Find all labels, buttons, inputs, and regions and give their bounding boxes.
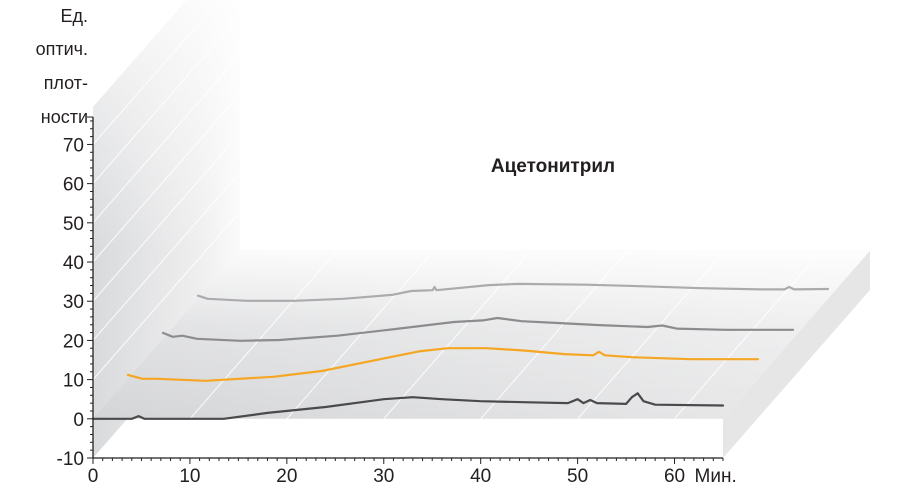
grid-line-y-40 [92, 93, 241, 263]
grid-line-y-50 [92, 54, 241, 224]
end-wall [723, 250, 870, 458]
y-axis-label-line-1: Ед. [60, 6, 88, 26]
grid-line-x-50 [577, 250, 725, 420]
y-tick-label-50: 50 [63, 214, 84, 235]
x-tick-label-50: 50 [567, 466, 588, 484]
y-tick-label-30: 30 [63, 292, 84, 313]
grid-line-y-60 [92, 15, 241, 184]
grid-line-y-70 [92, 0, 221, 145]
x-axis-unit: Мин. [695, 466, 737, 484]
grid-line-x-40 [480, 250, 629, 420]
x-tick-label-60: 60 [664, 466, 685, 484]
side-wall-fade [93, 0, 240, 458]
grid-line-x-30 [383, 250, 532, 420]
y-tick-label-60: 60 [63, 175, 84, 196]
plot-background [93, 0, 870, 458]
grid-line-x-60 [674, 250, 822, 420]
y-tick-label-20: 20 [63, 331, 84, 352]
y-axis-label-line-4: ности [41, 107, 88, 127]
y-axis-label-line-3: плот- [44, 73, 88, 93]
series-line-2 [126, 347, 760, 382]
grid-line-y-20 [92, 172, 241, 341]
y-tick-label-10: 10 [63, 371, 84, 392]
x-tick-label-0: 0 [88, 466, 99, 484]
series-group [91, 282, 830, 420]
grid-line-y-10 [92, 211, 241, 380]
x-tick-label-30: 30 [373, 466, 394, 484]
series-line-3 [161, 316, 795, 342]
chart-title: Ацетонитрил [491, 156, 615, 177]
y-tick-label-70: 70 [63, 135, 84, 156]
grid-lines [92, 0, 822, 420]
series-line-1 [91, 392, 725, 420]
grid-line-x-10 [189, 250, 338, 420]
y-axis-label-line-2: оптич. [36, 39, 88, 59]
x-tick-label-20: 20 [276, 466, 297, 484]
x-tick-label-10: 10 [179, 466, 200, 484]
axes [87, 116, 724, 464]
series-line-4 [196, 282, 830, 302]
y-tick-label-0: 0 [73, 410, 84, 431]
grid-line-x-20 [286, 250, 435, 420]
x-tick-label-40: 40 [470, 466, 491, 484]
grid-line-y-30 [92, 132, 241, 302]
floor-plane-fade [93, 250, 870, 419]
y-tick-label-40: 40 [63, 253, 84, 274]
y-tick-label--10: -10 [57, 449, 84, 470]
